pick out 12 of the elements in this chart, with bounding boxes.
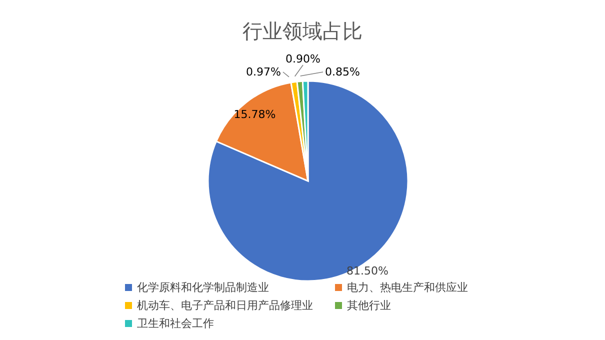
data-label: 0.85% [325,66,360,78]
legend-label: 电力、热电生产和供应业 [347,280,468,295]
data-label: 81.50% [346,264,389,278]
data-label: 0.97% [246,66,281,78]
legend-label: 机动车、电子产品和日用产品修理业 [137,298,313,313]
legend-label: 卫生和社会工作 [137,316,214,331]
legend-label: 其他行业 [347,298,391,313]
legend-label: 化学原料和化学制品制造业 [137,280,269,295]
data-label: 15.78% [234,108,276,122]
data-label: 0.90% [286,52,320,66]
pie-slice [207,80,409,282]
chart-title: 行业领域占比 [242,18,364,45]
